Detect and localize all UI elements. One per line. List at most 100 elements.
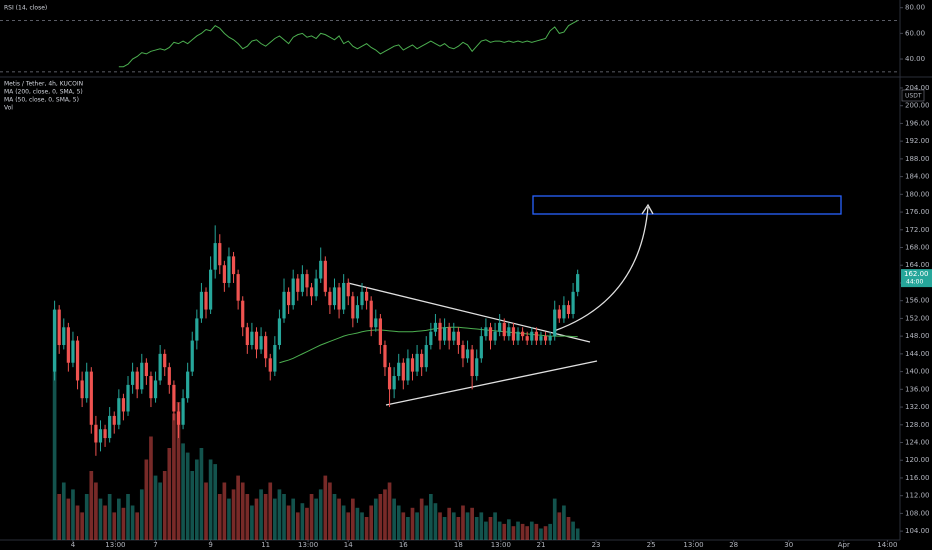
candle-body — [498, 322, 502, 332]
volume-bar — [419, 498, 424, 540]
volume-bar — [328, 482, 332, 540]
y-tick-label: 120.00 — [905, 456, 930, 464]
volume-bar — [355, 507, 360, 540]
x-tick-label: 18 — [454, 541, 463, 549]
volume-bar — [259, 489, 263, 540]
candle-body — [62, 327, 66, 346]
candle-body — [190, 340, 194, 372]
candle-body — [121, 398, 126, 412]
volume-bar — [98, 498, 103, 540]
volume-bar — [66, 498, 71, 540]
candle-body — [410, 358, 415, 372]
candle-body — [117, 398, 121, 425]
x-tick-label: 25 — [647, 541, 656, 549]
volume-bar — [240, 482, 245, 540]
volume-bar — [387, 482, 392, 540]
volume-bar — [332, 494, 337, 540]
candle-body — [374, 318, 378, 328]
candle-body — [57, 309, 61, 346]
ma-line — [279, 326, 578, 364]
candle-body — [181, 398, 185, 425]
candle-body — [420, 353, 424, 368]
volume-bar — [318, 489, 323, 540]
volume-bar — [112, 512, 117, 540]
volume-bar — [507, 519, 511, 540]
candle-body — [218, 243, 222, 266]
countdown: 44:00 — [906, 279, 923, 286]
volume-bar — [548, 523, 552, 540]
arrow-head — [641, 203, 654, 215]
candle-body — [85, 371, 89, 399]
chart-title: Metis / Tether, 4h, KUCOIN — [4, 81, 83, 88]
volume-bar — [208, 459, 213, 540]
candle-body — [241, 300, 245, 328]
volume-bar — [502, 523, 507, 540]
volume-bar — [185, 452, 190, 540]
x-tick-label: Apr — [838, 541, 850, 549]
volume-bar — [571, 521, 575, 540]
candle-body — [71, 340, 75, 363]
volume-bar — [300, 503, 305, 540]
volume-bar — [295, 512, 300, 540]
volume-bar — [383, 489, 387, 540]
volume-bar — [222, 482, 227, 540]
x-tick-label: 7 — [153, 541, 157, 549]
target-zone — [532, 195, 842, 215]
indicator-label: Vol — [4, 105, 13, 112]
candle-body — [213, 243, 217, 270]
x-tick-label: 13:00 — [105, 541, 125, 549]
volume-bar — [126, 494, 130, 540]
volume-bar — [562, 505, 566, 540]
volume-bar — [396, 505, 401, 540]
candle-body — [461, 345, 465, 359]
volume-bar — [346, 512, 351, 540]
candle-body — [296, 278, 300, 292]
y-tick-label: 152.00 — [905, 314, 930, 322]
x-tick-label: 16 — [399, 541, 408, 549]
volume-bar — [520, 523, 525, 540]
volume-bar — [273, 498, 277, 540]
currency: USDT — [905, 93, 922, 100]
candle-body — [346, 282, 350, 297]
candle-body — [52, 309, 57, 372]
candle-body — [571, 291, 575, 314]
candle-body — [108, 415, 112, 439]
volume-bar — [245, 494, 250, 540]
volume-bar — [190, 471, 195, 540]
volume-bar — [511, 526, 516, 540]
volume-bar — [373, 498, 378, 540]
candle-body — [355, 305, 360, 319]
last-price-label: 162.00 — [904, 270, 929, 278]
x-tick-label: 9 — [208, 541, 212, 549]
volume-bar — [488, 517, 493, 540]
volume-bar — [176, 402, 181, 540]
candle-body — [309, 287, 314, 297]
rsi-tick-label: 60.00 — [905, 29, 925, 37]
candle-body — [470, 349, 474, 377]
volume-bar — [433, 503, 438, 540]
volume-bar — [158, 482, 162, 540]
candle-body — [337, 287, 341, 310]
volume-bar — [566, 517, 571, 540]
indicator-label: MA (200, close, 0, SMA, 5) — [4, 89, 83, 96]
candle-body — [576, 274, 580, 292]
rsi-tick-label: 40.00 — [905, 55, 925, 63]
volume-bar — [406, 517, 410, 540]
volume-bar — [57, 494, 62, 540]
candle-body — [456, 331, 460, 346]
candle-body — [98, 429, 103, 443]
volume-bar — [153, 475, 158, 540]
candle-body — [195, 318, 199, 341]
candle-body — [227, 256, 231, 283]
trend-line — [385, 360, 598, 406]
volume-bar — [484, 521, 488, 540]
candle-body — [452, 331, 456, 341]
y-tick-label: 136.00 — [905, 385, 930, 393]
candle-body — [94, 424, 98, 443]
volume-bar — [172, 413, 176, 540]
y-tick-label: 172.00 — [905, 226, 930, 234]
candle-body — [172, 384, 176, 412]
candle-body — [259, 336, 263, 350]
volume-bar — [217, 494, 222, 540]
